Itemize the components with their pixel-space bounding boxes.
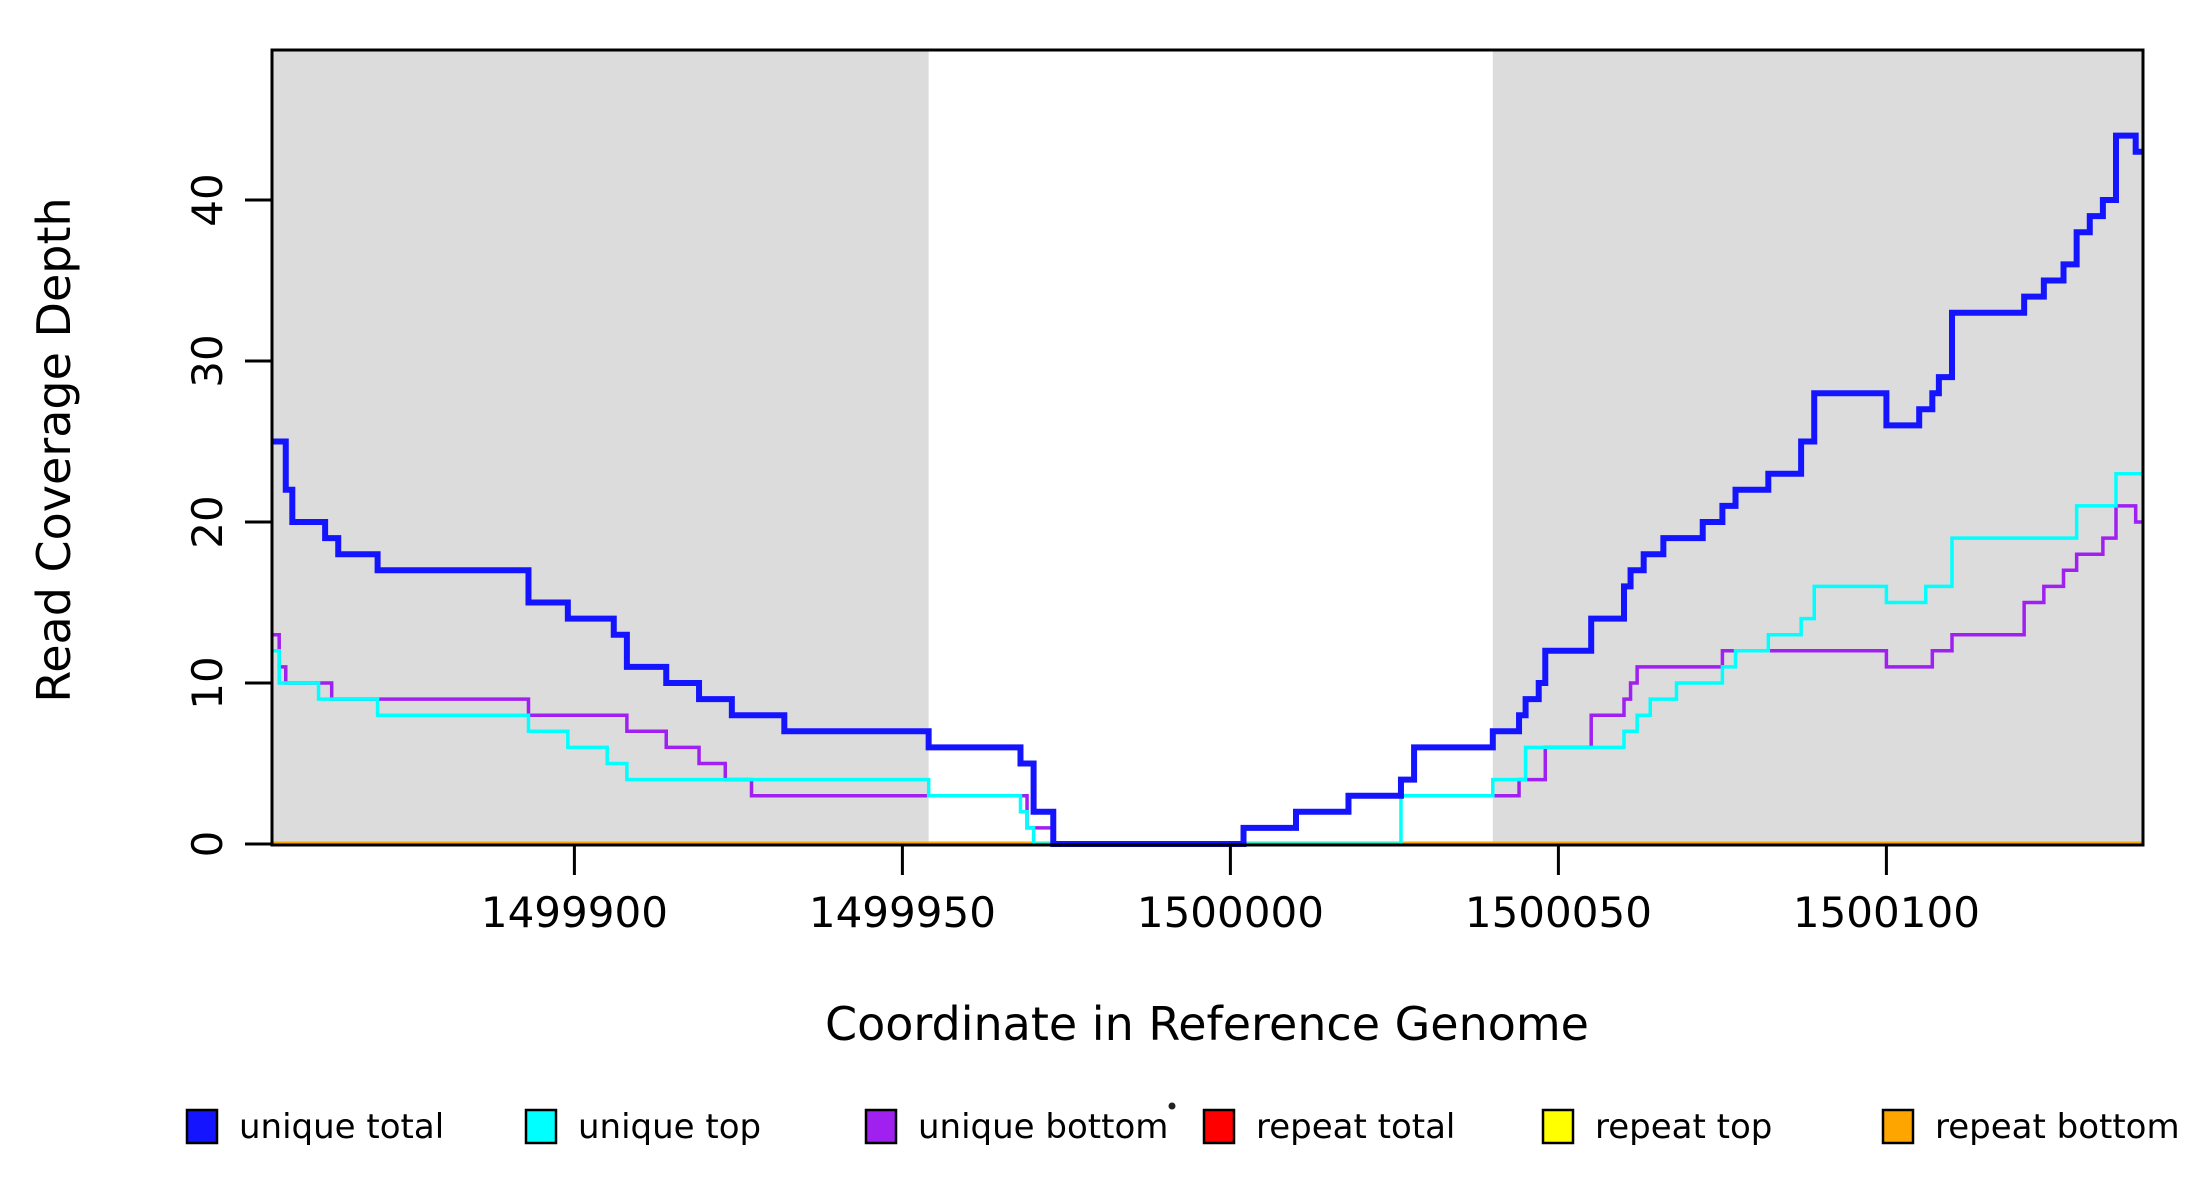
- legend-item-repeat-bottom: repeat bottom: [1881, 1107, 2180, 1147]
- legend-label: repeat total: [1256, 1107, 1455, 1147]
- legend-swatch-repeat-top: [1541, 1108, 1575, 1145]
- plot-border: [270, 48, 2145, 847]
- x-tick-label: 1499900: [481, 888, 668, 937]
- y-tick-label: 20: [183, 495, 232, 548]
- legend-swatch-unique-total: [185, 1108, 219, 1145]
- legend-label: repeat bottom: [1935, 1107, 2180, 1147]
- stray-mark: [1168, 1102, 1176, 1110]
- legend: unique total unique top unique bottom repea…: [185, 1107, 2180, 1147]
- legend-item-repeat-total: repeat total: [1202, 1107, 1455, 1147]
- legend-label: repeat top: [1595, 1107, 1772, 1147]
- x-axis-title: Coordinate in Reference Genome: [825, 997, 1589, 1051]
- legend-swatch-unique-top: [524, 1108, 558, 1145]
- series-unique-total: [272, 132, 2143, 847]
- legend-swatch-unique-bottom: [864, 1108, 898, 1145]
- legend-item-unique-top: unique top: [524, 1107, 761, 1147]
- x-tick-label: 1500050: [1465, 888, 1652, 937]
- x-tick-label: 1500000: [1137, 888, 1324, 937]
- series-unique-top: [272, 471, 2143, 846]
- y-tick-label: 0: [183, 831, 232, 858]
- x-tick-label: 1499950: [809, 888, 996, 937]
- shaded-region-0: [272, 50, 929, 845]
- y-tick-label: 40: [183, 173, 232, 226]
- series-unique-bottom: [272, 504, 2143, 846]
- legend-swatch-repeat-bottom: [1881, 1108, 1915, 1145]
- legend-item-unique-bottom: unique bottom: [864, 1107, 1168, 1147]
- y-axis: 0 10 20 30 40: [183, 173, 272, 857]
- shaded-regions: [272, 50, 2143, 845]
- legend-item-unique-total: unique total: [185, 1107, 444, 1147]
- x-axis: 1499900 1499950 1500000 1500050 1500100: [481, 845, 1980, 937]
- legend-label: unique bottom: [918, 1107, 1168, 1147]
- legend-swatch-repeat-total: [1202, 1108, 1236, 1145]
- y-axis-title: Read Coverage Depth: [27, 197, 81, 702]
- legend-label: unique top: [578, 1107, 761, 1147]
- x-tick-label: 1500100: [1793, 888, 1980, 937]
- y-tick-label: 30: [183, 334, 232, 387]
- plot-frame: [270, 48, 2145, 847]
- shaded-region-1: [1492, 50, 2143, 845]
- y-tick-label: 10: [183, 656, 232, 709]
- legend-label: unique total: [239, 1107, 444, 1147]
- legend-item-repeat-top: repeat top: [1541, 1107, 1772, 1147]
